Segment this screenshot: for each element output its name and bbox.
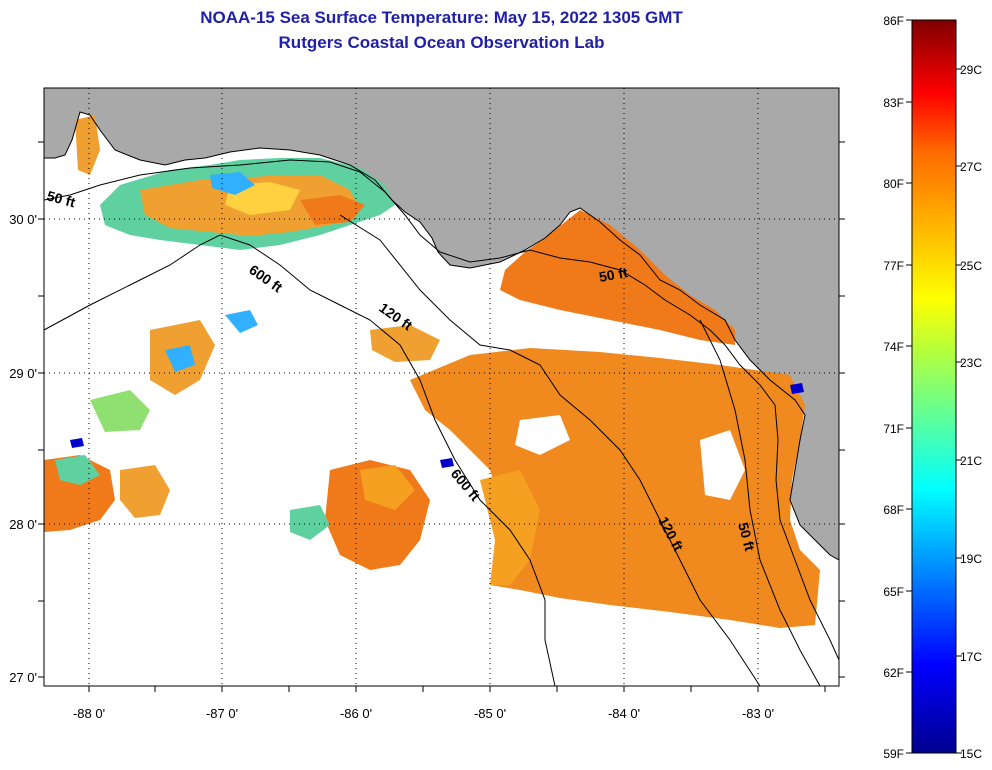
land-area [44,88,839,560]
colorbar-c-label: 29C [960,63,982,77]
lat-label: 27 0' [9,670,37,685]
lon-label: -86 0' [340,706,372,721]
lat-label: 30 0' [9,212,37,227]
coastline [44,111,839,561]
contour-label: 50 ft [45,187,77,210]
chart-subtitle: Rutgers Coastal Ocean Observation Lab [278,33,605,52]
lon-label: -84 0' [608,706,640,721]
colorbar-f-label: 71F [883,422,904,436]
colorbar-c-label: 15C [960,747,982,761]
lon-label: -85 0' [474,706,506,721]
lat-label: 29 0' [9,366,37,381]
colorbar-f-label: 68F [883,503,904,517]
colorbar [911,19,957,754]
colorbar-f-label: 83F [883,96,904,110]
latitude-labels: 30 0' 29 0' 28 0' 27 0' [9,212,37,685]
colorbar-f-label: 86F [883,14,904,28]
axis-ticks [38,141,845,692]
chart-title: NOAA-15 Sea Surface Temperature: May 15,… [200,8,683,27]
longitude-labels: -88 0' -87 0' -86 0' -85 0' -84 0' -83 0… [73,706,774,721]
colorbar-c-label: 19C [960,552,982,566]
colorbar-f-label: 80F [883,177,904,191]
colorbar-c-label: 17C [960,650,982,664]
colorbar-c-label: 25C [960,259,982,273]
colorbar-ticks [906,19,962,754]
lon-label: -83 0' [742,706,774,721]
colorbar-f-label: 62F [883,666,904,680]
colorbar-f-label: 77F [883,259,904,273]
colorbar-f-label: 65F [883,585,904,599]
colorbar-c-labels: 29C 27C 25C 23C 21C 19C 17C 15C [960,63,982,761]
colorbar-c-label: 23C [960,356,982,370]
lat-label: 28 0' [9,517,37,532]
sst-data [44,115,820,628]
colorbar-f-labels: 86F 83F 80F 77F 74F 71F 68F 65F 62F 59F [883,14,904,761]
colorbar-c-label: 27C [960,160,982,174]
colorbar-f-label: 74F [883,340,904,354]
colorbar-c-label: 21C [960,454,982,468]
contour-label: 50 ft [735,521,758,553]
colorbar-f-label: 59F [883,747,904,761]
map-border [43,87,840,687]
contour-label: 50 ft [598,264,629,285]
lon-label: -88 0' [73,706,105,721]
bathymetry-contours [44,159,839,686]
lon-label: -87 0' [206,706,238,721]
